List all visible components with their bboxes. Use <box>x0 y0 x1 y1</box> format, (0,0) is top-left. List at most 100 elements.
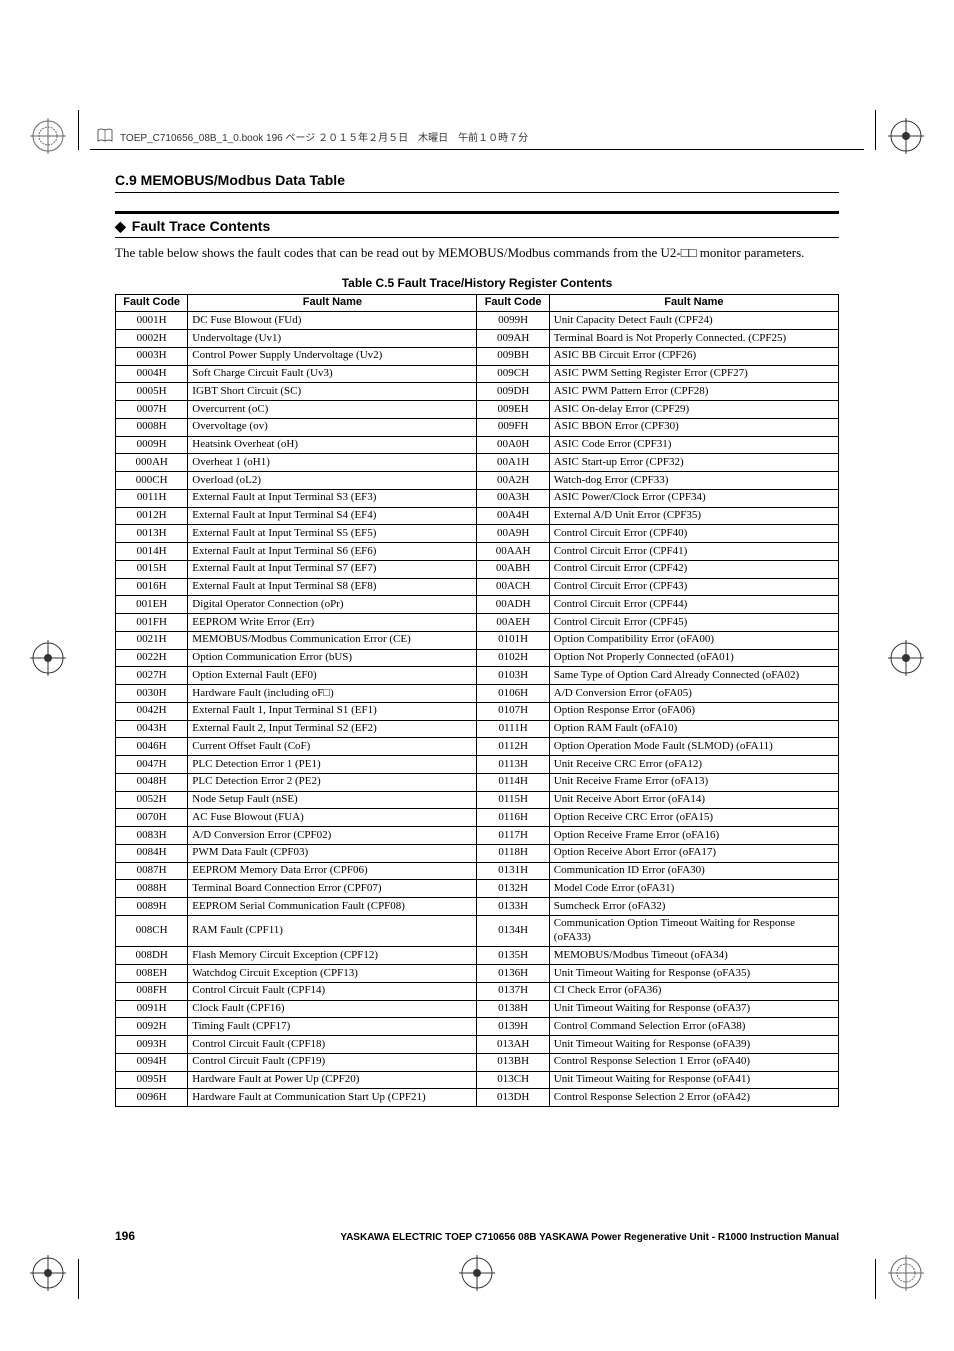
fault-code-cell: 009DH <box>477 383 549 401</box>
table-row: 0096HHardware Fault at Communication Sta… <box>116 1089 839 1107</box>
crop-mark-icon <box>888 1255 924 1291</box>
fault-name-cell: External Fault at Input Terminal S6 (EF6… <box>188 543 477 561</box>
fault-code-cell: 0012H <box>116 507 188 525</box>
fault-name-cell: Communication ID Error (oFA30) <box>549 862 838 880</box>
fault-code-cell: 00A3H <box>477 489 549 507</box>
table-row: 0013HExternal Fault at Input Terminal S5… <box>116 525 839 543</box>
fault-name-cell: Option RAM Fault (oFA10) <box>549 720 838 738</box>
fault-code-cell: 013CH <box>477 1071 549 1089</box>
crop-mark-icon <box>30 118 66 154</box>
table-row: 0009HHeatsink Overheat (oH)00A0HASIC Cod… <box>116 436 839 454</box>
fault-code-cell: 0001H <box>116 312 188 330</box>
crop-line <box>875 110 876 150</box>
table-row: 0092HTiming Fault (CPF17)0139HControl Co… <box>116 1018 839 1036</box>
content-area: C.9 MEMOBUS/Modbus Data Table ◆ Fault Tra… <box>115 172 839 1107</box>
table-header-row: Fault Code Fault Name Fault Code Fault N… <box>116 294 839 312</box>
fault-name-cell: ASIC On-delay Error (CPF29) <box>549 401 838 419</box>
table-row: 0046HCurrent Offset Fault (CoF)0112HOpti… <box>116 738 839 756</box>
fault-name-cell: DC Fuse Blowout (FUd) <box>188 312 477 330</box>
fault-name-cell: Terminal Board is Not Properly Connected… <box>549 330 838 348</box>
crop-line <box>78 1259 79 1299</box>
fault-name-cell: Option Communication Error (bUS) <box>188 649 477 667</box>
fault-code-cell: 008EH <box>116 965 188 983</box>
crop-mark-icon <box>459 1255 495 1291</box>
fault-name-cell: A/D Conversion Error (CPF02) <box>188 827 477 845</box>
fault-name-cell: PWM Data Fault (CPF03) <box>188 844 477 862</box>
table-row: 0011HExternal Fault at Input Terminal S3… <box>116 489 839 507</box>
table-row: 001EHDigital Operator Connection (oPr)00… <box>116 596 839 614</box>
fault-name-cell: Control Response Selection 1 Error (oFA4… <box>549 1053 838 1071</box>
section-header: C.9 MEMOBUS/Modbus Data Table <box>115 172 839 193</box>
fault-name-cell: Heatsink Overheat (oH) <box>188 436 477 454</box>
fault-code-cell: 0011H <box>116 489 188 507</box>
page-footer: 196 YASKAWA ELECTRIC TOEP C710656 08B YA… <box>115 1229 839 1243</box>
table-row: 008DHFlash Memory Circuit Exception (CPF… <box>116 947 839 965</box>
table-row: 0021HMEMOBUS/Modbus Communication Error … <box>116 631 839 649</box>
fault-code-cell: 00A2H <box>477 472 549 490</box>
table-row: 0095HHardware Fault at Power Up (CPF20)0… <box>116 1071 839 1089</box>
fault-code-cell: 008DH <box>116 947 188 965</box>
fault-name-cell: Clock Fault (CPF16) <box>188 1000 477 1018</box>
book-header-text: TOEP_C710656_08B_1_0.book 196 ページ ２０１５年２… <box>120 129 528 144</box>
fault-code-cell: 0095H <box>116 1071 188 1089</box>
table-row: 001FHEEPROM Write Error (Err)00AEHContro… <box>116 614 839 632</box>
fault-name-cell: Hardware Fault at Power Up (CPF20) <box>188 1071 477 1089</box>
table-row: 0083HA/D Conversion Error (CPF02)0117HOp… <box>116 827 839 845</box>
fault-code-cell: 0101H <box>477 631 549 649</box>
fault-code-cell: 0136H <box>477 965 549 983</box>
fault-code-cell: 0007H <box>116 401 188 419</box>
fault-code-cell: 0083H <box>116 827 188 845</box>
fault-name-cell: ASIC Code Error (CPF31) <box>549 436 838 454</box>
fault-code-cell: 0135H <box>477 947 549 965</box>
fault-name-cell: Control Command Selection Error (oFA38) <box>549 1018 838 1036</box>
fault-code-cell: 0015H <box>116 560 188 578</box>
book-icon <box>96 127 114 145</box>
fault-name-cell: Unit Timeout Waiting for Response (oFA37… <box>549 1000 838 1018</box>
fault-name-cell: ASIC BBON Error (CPF30) <box>549 418 838 436</box>
table-row: 0027HOption External Fault (EF0)0103HSam… <box>116 667 839 685</box>
crop-mark-icon <box>30 640 66 676</box>
fault-name-cell: Control Circuit Error (CPF41) <box>549 543 838 561</box>
subsection-text: Fault Trace Contents <box>132 218 270 234</box>
fault-code-cell: 0008H <box>116 418 188 436</box>
fault-code-cell: 0003H <box>116 347 188 365</box>
fault-code-cell: 000AH <box>116 454 188 472</box>
table-row: 0048HPLC Detection Error 2 (PE2)0114HUni… <box>116 773 839 791</box>
fault-code-cell: 0047H <box>116 756 188 774</box>
fault-code-cell: 0046H <box>116 738 188 756</box>
fault-code-cell: 008FH <box>116 982 188 1000</box>
table-row: 0001HDC Fuse Blowout (FUd)0099HUnit Capa… <box>116 312 839 330</box>
fault-code-cell: 0133H <box>477 898 549 916</box>
table-row: 0008HOvervoltage (ov)009FHASIC BBON Erro… <box>116 418 839 436</box>
fault-name-cell: External Fault at Input Terminal S7 (EF7… <box>188 560 477 578</box>
fault-name-cell: IGBT Short Circuit (SC) <box>188 383 477 401</box>
fault-code-cell: 008CH <box>116 915 188 947</box>
fault-name-cell: Control Response Selection 2 Error (oFA4… <box>549 1089 838 1107</box>
fault-name-cell: MEMOBUS/Modbus Communication Error (CE) <box>188 631 477 649</box>
fault-code-cell: 0087H <box>116 862 188 880</box>
fault-code-cell: 009AH <box>477 330 549 348</box>
fault-name-cell: Digital Operator Connection (oPr) <box>188 596 477 614</box>
fault-name-cell: Option Not Properly Connected (oFA01) <box>549 649 838 667</box>
fault-name-cell: Unit Receive Abort Error (oFA14) <box>549 791 838 809</box>
fault-name-cell: Hardware Fault (including oF□) <box>188 685 477 703</box>
fault-code-cell: 0112H <box>477 738 549 756</box>
table-row: 0004HSoft Charge Circuit Fault (Uv3)009C… <box>116 365 839 383</box>
fault-code-cell: 0030H <box>116 685 188 703</box>
fault-code-cell: 0014H <box>116 543 188 561</box>
fault-code-cell: 009EH <box>477 401 549 419</box>
diamond-icon: ◆ <box>115 218 126 235</box>
table-row: 000CHOverload (oL2)00A2HWatch-dog Error … <box>116 472 839 490</box>
table-row: 0093HControl Circuit Fault (CPF18)013AHU… <box>116 1036 839 1054</box>
fault-code-cell: 0096H <box>116 1089 188 1107</box>
table-row: 0052HNode Setup Fault (nSE)0115HUnit Rec… <box>116 791 839 809</box>
table-row: 0089HEEPROM Serial Communication Fault (… <box>116 898 839 916</box>
book-header-strip: TOEP_C710656_08B_1_0.book 196 ページ ２０１５年２… <box>96 124 858 148</box>
fault-name-cell: External Fault at Input Terminal S3 (EF3… <box>188 489 477 507</box>
col-fault-name: Fault Name <box>549 294 838 312</box>
table-row: 008EHWatchdog Circuit Exception (CPF13)0… <box>116 965 839 983</box>
fault-code-cell: 0042H <box>116 702 188 720</box>
crop-line <box>78 110 79 150</box>
fault-table: Fault Code Fault Name Fault Code Fault N… <box>115 294 839 1108</box>
fault-name-cell: Control Circuit Fault (CPF14) <box>188 982 477 1000</box>
